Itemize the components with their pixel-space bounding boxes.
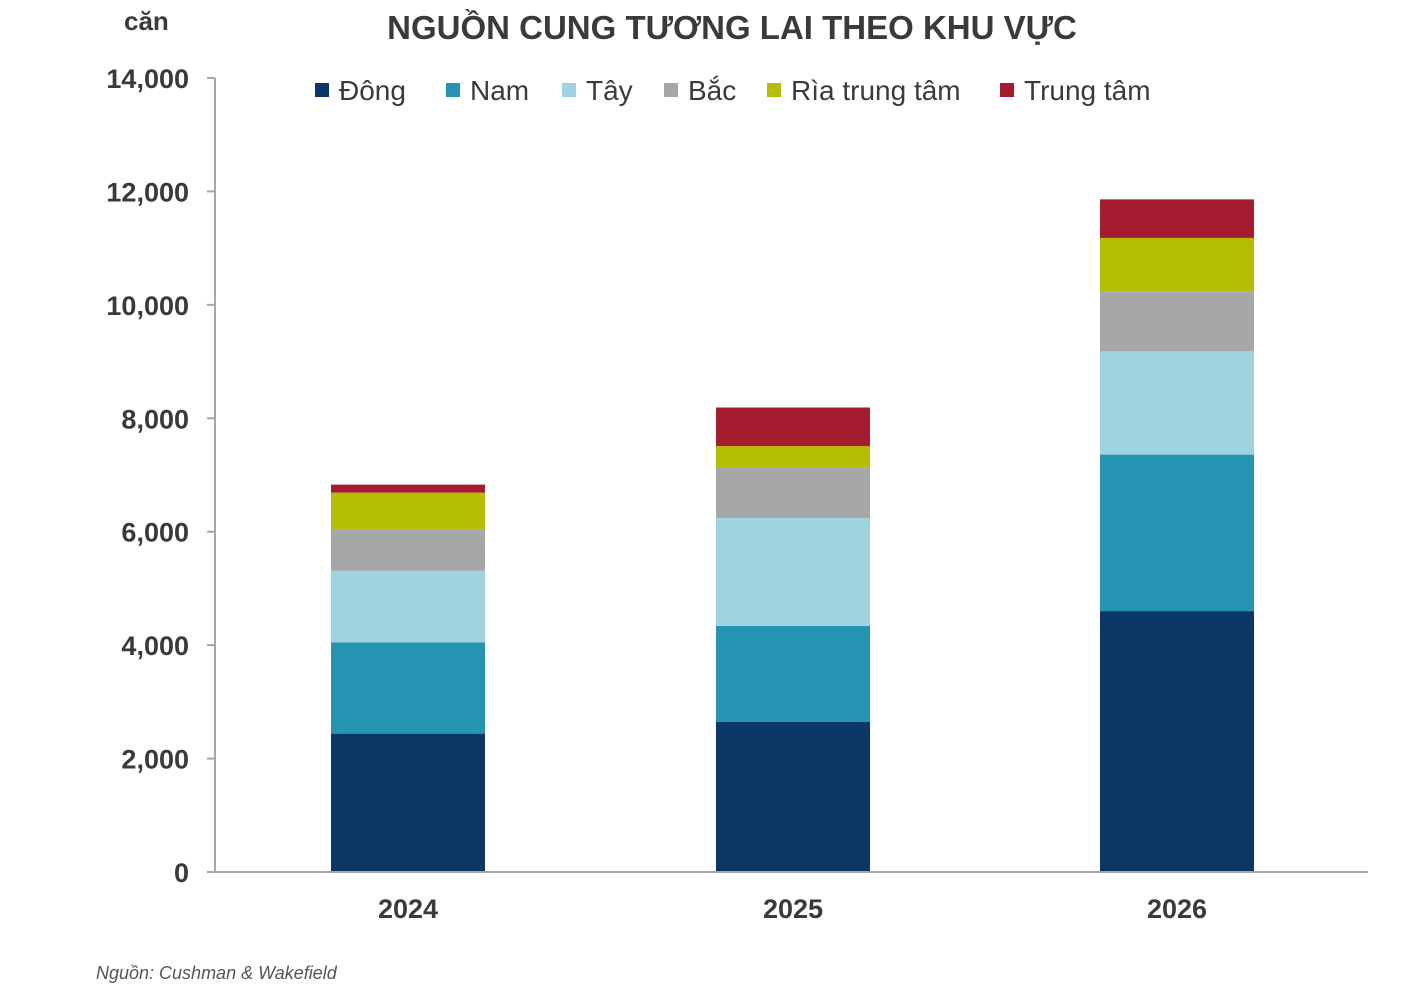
bar-segment-2026-2: [1100, 351, 1254, 455]
bar-segment-2024-5: [331, 484, 485, 493]
y-tick-label: 2,000: [121, 745, 189, 775]
x-tick-label: 2024: [378, 894, 438, 924]
bar-segment-2024-0: [331, 733, 485, 872]
legend-swatch: [1000, 83, 1014, 97]
x-tick-label: 2025: [763, 894, 823, 924]
legend-label: Đông: [339, 75, 406, 106]
chart-title: NGUỒN CUNG TƯƠNG LAI THEO KHU VỰC: [387, 9, 1077, 46]
legend: Đông Nam Tây Bắc Rìa trung tâm Trung tâm: [315, 75, 1151, 106]
legend-swatch: [315, 83, 329, 97]
y-tick-label: 4,000: [121, 631, 189, 661]
bar-segment-2026-1: [1100, 454, 1254, 612]
bar-segment-2024-3: [331, 528, 485, 571]
legend-label: Tây: [586, 75, 633, 106]
bar-segment-2024-2: [331, 570, 485, 643]
y-tick-label: 14,000: [106, 64, 189, 94]
bar-segment-2025-0: [716, 721, 870, 872]
y-tick-label: 12,000: [106, 177, 189, 207]
bar-segment-2024-1: [331, 642, 485, 734]
source-note: Nguồn: Cushman & Wakefield: [96, 963, 338, 983]
bar-segment-2026-0: [1100, 611, 1254, 872]
legend-label: Bắc: [688, 75, 736, 106]
bar-segment-2025-5: [716, 407, 870, 447]
bar-segment-2025-2: [716, 518, 870, 626]
bar-segment-2025-1: [716, 625, 870, 722]
bar-segment-2026-5: [1100, 199, 1254, 238]
bar-segment-2025-4: [716, 446, 870, 468]
bar-segment-2025-3: [716, 467, 870, 519]
y-tick-label: 6,000: [121, 518, 189, 548]
legend-swatch: [446, 83, 460, 97]
legend-label: Trung tâm: [1024, 75, 1151, 106]
bar-segment-2026-4: [1100, 237, 1254, 292]
legend-swatch: [664, 83, 678, 97]
y-axis-unit-label: căn: [124, 6, 169, 36]
bar-segment-2026-3: [1100, 291, 1254, 352]
x-tick-label: 2026: [1147, 894, 1207, 924]
y-axis: 0 2,000 4,000 6,000 8,000 10,000 12,000 14,000: [106, 64, 216, 888]
y-tick-label: 0: [174, 858, 189, 888]
x-axis: 2024 2025 2026: [207, 871, 1368, 924]
legend-swatch: [767, 83, 781, 97]
y-tick-label: 10,000: [106, 291, 189, 321]
legend-swatch: [562, 83, 576, 97]
bars-group: [331, 199, 1254, 872]
legend-label: Nam: [470, 75, 529, 106]
legend-label: Rìa trung tâm: [791, 75, 961, 106]
bar-segment-2024-4: [331, 492, 485, 529]
y-tick-label: 8,000: [121, 404, 189, 434]
